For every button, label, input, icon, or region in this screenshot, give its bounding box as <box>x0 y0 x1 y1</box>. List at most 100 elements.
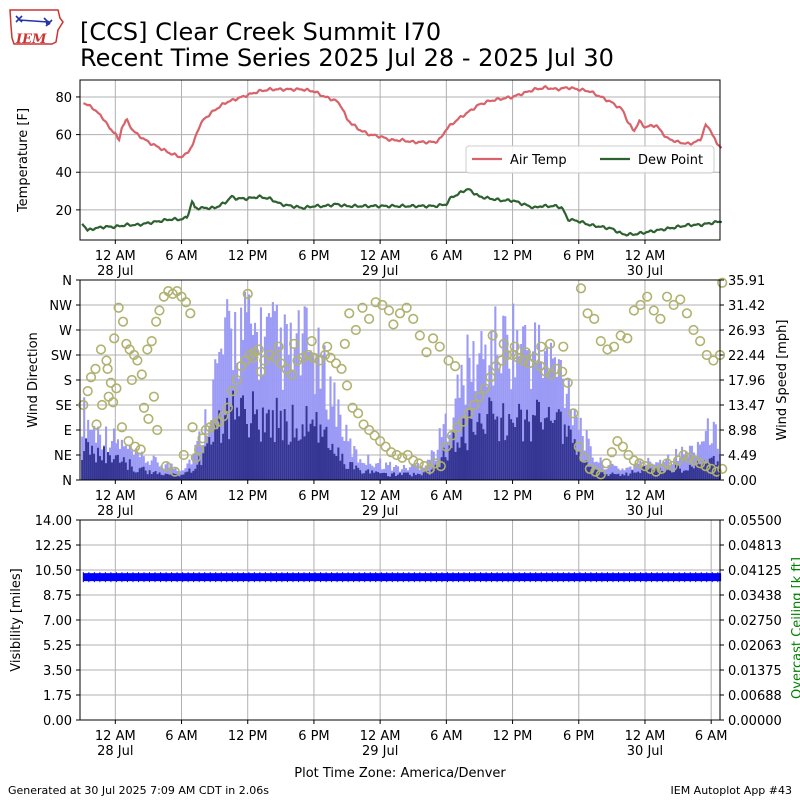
speed-bar <box>563 424 566 480</box>
y-tick-label: SE <box>56 399 72 414</box>
speed-bar <box>222 433 225 480</box>
gust-bar <box>420 466 423 480</box>
wind-direction-point <box>146 336 157 347</box>
speed-bar <box>106 452 110 480</box>
wind-direction-point <box>450 361 461 372</box>
speed-bar <box>404 472 408 480</box>
speed-bar <box>583 462 586 480</box>
wind-direction-point <box>717 463 728 474</box>
y2-tick-label: 31.42 <box>728 299 765 314</box>
wind-direction-point <box>595 469 606 480</box>
wind-direction-point <box>457 416 468 427</box>
speed-bar <box>698 464 701 480</box>
x-tick-label: 6 AM <box>430 249 463 264</box>
speed-bar <box>226 397 229 480</box>
wind-direction-point <box>336 363 347 374</box>
gust-bar <box>466 334 469 480</box>
speed-bar <box>643 466 646 480</box>
x-tick-label: 6 AM <box>430 729 463 744</box>
speed-bar <box>265 413 268 480</box>
wind-direction-point <box>650 466 662 477</box>
gust-bar <box>460 364 463 480</box>
wind-direction-point <box>148 391 160 402</box>
gust-bar <box>416 463 419 480</box>
speed-bar <box>613 474 616 480</box>
gust-bar <box>309 350 312 480</box>
y2-axis-label: Overcast Ceiling [k ft] <box>790 557 800 699</box>
speed-bar <box>242 395 245 480</box>
speed-bar <box>232 390 235 480</box>
speed-bar <box>168 474 171 480</box>
speed-bar <box>547 406 551 480</box>
speed-bar <box>458 447 461 480</box>
wind-direction-point <box>281 363 292 374</box>
wind-direction-point <box>428 333 439 344</box>
y-tick-label: 60 <box>55 129 72 144</box>
wind-direction-point <box>248 352 259 363</box>
speed-bar <box>466 450 469 480</box>
wind-direction-point <box>121 338 132 349</box>
gust-bar <box>704 431 707 480</box>
speed-bar <box>114 455 118 480</box>
gust-bar <box>482 359 485 480</box>
speed-bar <box>365 470 368 480</box>
gust-bar <box>627 467 630 480</box>
wind-direction-point <box>95 344 107 355</box>
wind-direction-point <box>227 386 238 397</box>
speed-bar <box>418 474 421 480</box>
gust-bar <box>607 465 610 480</box>
speed-bar <box>325 426 328 480</box>
wind-direction-point <box>668 299 679 311</box>
y-tick-label: S <box>64 374 72 389</box>
wind-direction-point <box>655 313 666 324</box>
gust-bar <box>289 322 292 480</box>
wind-direction-point <box>136 369 147 380</box>
speed-bar <box>249 423 253 480</box>
gust-bar <box>389 461 392 480</box>
wind-direction-point <box>160 461 172 472</box>
gust-bar <box>456 374 459 480</box>
gust-bar <box>551 358 554 480</box>
speed-bar <box>690 466 694 480</box>
x-tick-label: 12 PM <box>228 249 268 264</box>
wind-direction-point <box>509 341 520 352</box>
speed-bar <box>373 472 376 480</box>
y2-tick-label: 26.93 <box>728 324 765 339</box>
gust-bar <box>140 451 143 480</box>
speed-bar <box>474 434 477 480</box>
wind-direction-point <box>701 349 712 361</box>
wind-direction-point <box>667 461 678 472</box>
wind-direction-point <box>322 341 333 352</box>
speed-bar <box>468 410 471 480</box>
gust-bar <box>311 353 314 480</box>
y-tick-label: 14.00 <box>35 514 72 529</box>
iem-logo: IEM <box>8 8 64 50</box>
speed-bar <box>301 424 304 480</box>
x-tick-label: 6 AM <box>165 729 198 744</box>
speed-bar <box>565 436 568 480</box>
wind-direction-point <box>259 355 270 366</box>
gust-bar <box>613 465 616 480</box>
gust-bar <box>458 397 461 480</box>
speed-bar <box>369 473 372 480</box>
wind-direction-point <box>617 441 628 452</box>
speed-bar <box>688 464 692 480</box>
wind-direction-point <box>383 305 395 316</box>
speed-bar <box>512 422 515 480</box>
wind-direction-point <box>364 313 375 324</box>
speed-bar <box>680 472 684 480</box>
speed-bar <box>273 442 276 480</box>
x-tick-label: 6 AM <box>165 249 198 264</box>
speed-bar <box>361 473 364 480</box>
speed-bar <box>518 403 521 480</box>
speed-bar <box>166 473 169 480</box>
gust-bar <box>234 311 237 480</box>
gust-bar <box>95 442 98 480</box>
gust-bar <box>530 388 533 480</box>
speed-bar <box>591 473 594 480</box>
legend-label: Dew Point <box>638 153 703 168</box>
speed-bar <box>514 426 517 480</box>
speed-bar <box>128 459 131 480</box>
speed-bar <box>633 472 636 480</box>
wind-direction-point <box>178 449 189 461</box>
